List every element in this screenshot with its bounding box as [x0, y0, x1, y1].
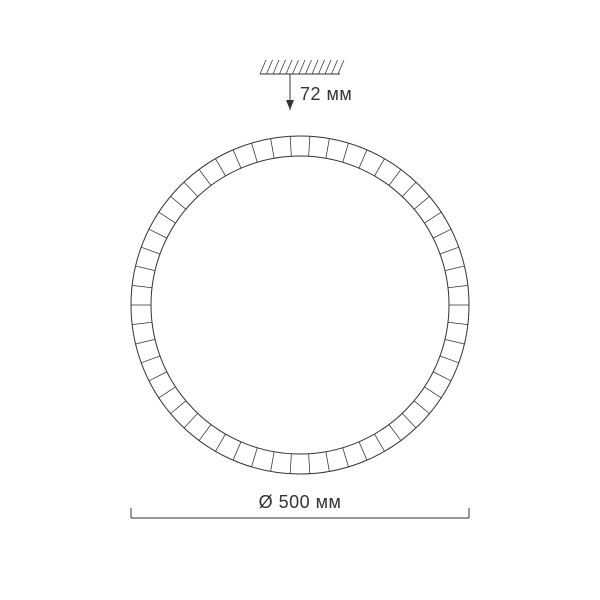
technical-drawing: 72 мм Ø 500 мм: [0, 0, 600, 600]
height-dimension-label: 72 мм: [300, 84, 352, 104]
ceiling-hatch: [260, 60, 344, 74]
diameter-dimension-label: Ø 500 мм: [259, 492, 342, 512]
fixture-ring: [131, 136, 469, 474]
height-dimension-arrow: [286, 74, 294, 110]
